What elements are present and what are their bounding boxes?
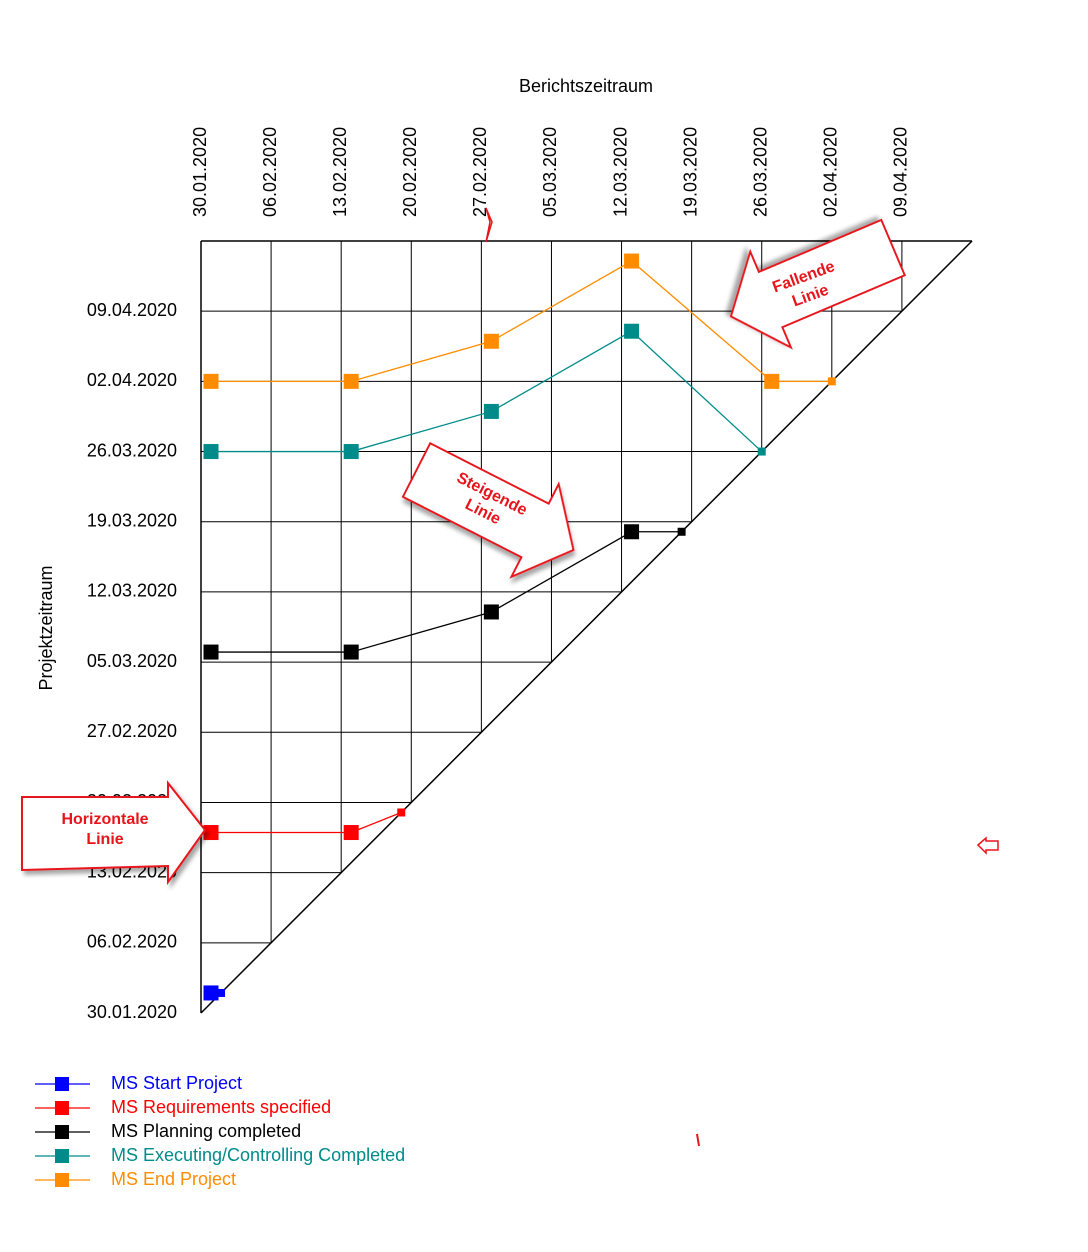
legend-marker [55,1149,69,1163]
y-axis-title: Projektzeitraum [36,565,56,690]
x-tick-label: 13.02.2020 [330,127,350,217]
legend-label: MS End Project [111,1169,236,1189]
y-tick-label: 02.04.2020 [87,370,177,390]
milestone-marker [343,444,359,460]
milestone-marker [624,253,640,269]
stray-mark [696,1133,700,1147]
y-tick-label: 27.02.2020 [87,721,177,741]
milestone-marker [624,323,640,339]
x-tick-label: 06.02.2020 [260,127,280,217]
annotation-text: Horizontale Linie [61,811,149,848]
x-tick-label: 05.03.2020 [540,127,560,217]
y-tick-label: 12.03.2020 [87,581,177,601]
legend-label: MS Requirements specified [111,1097,331,1117]
stray-mark [976,836,999,855]
y-tick-label: 05.03.2020 [87,651,177,671]
annotation-arrow [729,218,907,350]
milestone-marker [483,333,499,349]
legend-marker [55,1077,69,1091]
y-tick-label: 09.04.2020 [87,300,177,320]
grid: 30.01.2020 06.02.2020 13.02.2020 20.02.2020… [87,127,973,1022]
legend-label: MS Planning completed [111,1121,301,1141]
annotation-arrow [401,441,575,579]
legend-marker [55,1173,69,1187]
annotations: Horizontale Linie Steigende Linie Fallen… [21,207,999,1147]
milestone-marker [397,808,406,817]
x-tick-label: 26.03.2020 [750,127,770,217]
legend-marker [55,1125,69,1139]
milestone-marker [203,444,219,460]
milestone-marker [217,988,226,997]
x-tick-label: 27.02.2020 [470,127,490,217]
milestone-marker [343,373,359,389]
y-tick-label: 26.03.2020 [87,440,177,460]
milestone-marker [343,644,359,660]
annotation-group [729,218,907,350]
milestone-marker [203,825,219,841]
annotation-box: Horizontale Linie [61,811,149,848]
series-line [211,260,832,383]
legend: MS Start Project MS Requirements specifie… [35,1073,405,1189]
x-tick-label: 02.04.2020 [821,127,841,217]
milestone-marker [483,604,499,620]
annotation-arrow [21,780,207,886]
stray-mark [485,207,493,243]
y-tick-label: 19.03.2020 [87,510,177,530]
legend-label: MS Executing/Controlling Completed [111,1145,405,1165]
y-tick-label: 06.02.2020 [87,932,177,952]
milestone-marker [624,524,640,540]
milestone-marker [677,527,686,536]
legend-label: MS Start Project [111,1073,242,1093]
legend-marker [55,1101,69,1115]
series-line [211,811,402,834]
milestone-marker [203,985,219,1001]
milestone-marker [343,825,359,841]
milestone-marker [757,447,766,456]
plot [203,253,836,1001]
x-tick-label: 09.04.2020 [891,127,911,217]
milestone-marker [203,373,219,389]
x-tick-label: 30.01.2020 [190,127,210,217]
annotation-group: Steigende Linie [401,441,575,579]
milestone-marker [483,403,499,419]
series-line [211,330,763,453]
x-tick-label: 19.03.2020 [680,127,700,217]
x-tick-label: 12.03.2020 [610,127,630,217]
y-tick-label: 30.01.2020 [87,1002,177,1022]
milestone-marker [203,644,219,660]
x-axis-title: Berichtszeitraum [519,76,653,96]
milestone-marker [764,373,780,389]
milestone-marker [827,377,836,386]
diagonal [200,240,973,1014]
x-tick-label: 20.02.2020 [400,127,420,217]
